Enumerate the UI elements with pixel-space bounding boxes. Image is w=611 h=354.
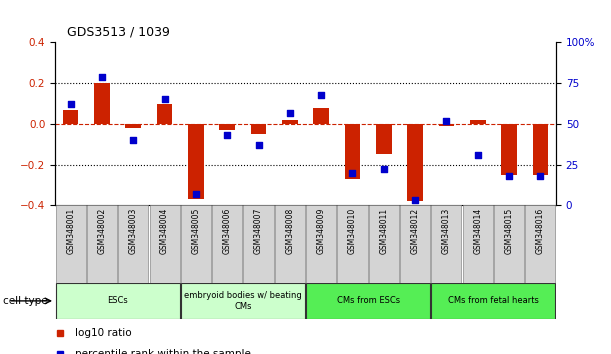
Bar [313, 108, 329, 124]
Bar [251, 124, 266, 134]
Bar [119, 205, 148, 283]
Bar [56, 283, 180, 319]
Text: GSM348006: GSM348006 [223, 208, 232, 254]
Text: GSM348003: GSM348003 [129, 208, 137, 254]
Text: GSM348008: GSM348008 [285, 208, 295, 254]
Bar [431, 283, 555, 319]
Bar [369, 205, 399, 283]
Bar [463, 205, 492, 283]
Text: GSM348016: GSM348016 [536, 208, 545, 254]
Text: percentile rank within the sample: percentile rank within the sample [75, 349, 251, 354]
Bar [439, 124, 454, 126]
Point [159, 97, 169, 102]
Text: GSM348005: GSM348005 [191, 208, 200, 254]
Text: embryoid bodies w/ beating
CMs: embryoid bodies w/ beating CMs [184, 291, 302, 310]
Text: log10 ratio: log10 ratio [75, 328, 131, 338]
Text: GSM348012: GSM348012 [411, 208, 420, 254]
Text: GSM348004: GSM348004 [160, 208, 169, 254]
Point [535, 173, 545, 179]
Point [410, 198, 420, 203]
Point [222, 132, 232, 138]
Text: GSM348011: GSM348011 [379, 208, 388, 254]
Text: CMs from ESCs: CMs from ESCs [337, 296, 400, 306]
Text: GSM348001: GSM348001 [66, 208, 75, 254]
Text: cell type: cell type [3, 296, 48, 306]
Point [66, 102, 76, 107]
Bar [87, 205, 117, 283]
Bar [306, 283, 430, 319]
Bar [494, 205, 524, 283]
Bar [56, 205, 86, 283]
Bar [212, 205, 242, 283]
Point [348, 170, 357, 176]
Bar [275, 205, 305, 283]
Bar [431, 205, 461, 283]
Text: CMs from fetal hearts: CMs from fetal hearts [448, 296, 539, 306]
Text: GSM348007: GSM348007 [254, 208, 263, 254]
Point [379, 167, 389, 172]
Bar [400, 205, 430, 283]
Bar [501, 124, 517, 175]
Point [285, 110, 295, 115]
Point [442, 118, 452, 124]
Point [473, 152, 483, 158]
Bar [533, 124, 548, 175]
Bar [408, 124, 423, 201]
Bar [525, 205, 555, 283]
Point [254, 142, 263, 148]
Bar [150, 205, 180, 283]
Bar [306, 205, 336, 283]
Point [191, 191, 201, 197]
Text: GDS3513 / 1039: GDS3513 / 1039 [67, 26, 170, 39]
Bar [470, 120, 486, 124]
Bar [188, 124, 203, 199]
Point [504, 173, 514, 179]
Text: GSM348010: GSM348010 [348, 208, 357, 254]
Bar [282, 120, 298, 124]
Text: GSM348009: GSM348009 [316, 208, 326, 254]
Bar [157, 104, 172, 124]
Text: GSM348015: GSM348015 [505, 208, 513, 254]
Point [316, 92, 326, 97]
Text: ESCs: ESCs [108, 296, 128, 306]
Text: GSM348014: GSM348014 [474, 208, 482, 254]
Bar [63, 110, 78, 124]
Point [97, 74, 107, 80]
Bar [125, 124, 141, 128]
Bar [94, 83, 110, 124]
Bar [337, 205, 367, 283]
Bar [345, 124, 360, 179]
Bar [244, 205, 274, 283]
Point [128, 137, 138, 143]
Bar [181, 205, 211, 283]
Bar [219, 124, 235, 130]
Text: GSM348013: GSM348013 [442, 208, 451, 254]
Bar [181, 283, 305, 319]
Text: GSM348002: GSM348002 [98, 208, 106, 254]
Bar [376, 124, 392, 154]
